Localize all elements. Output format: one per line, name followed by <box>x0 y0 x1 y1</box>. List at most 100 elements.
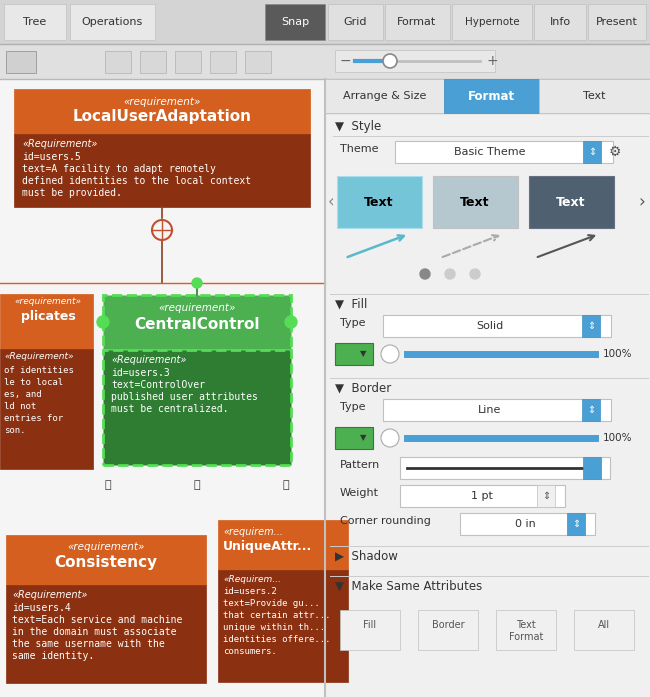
Text: that certain attr...: that certain attr... <box>223 611 330 620</box>
Bar <box>583 141 601 163</box>
Text: ⇕: ⇕ <box>587 405 595 415</box>
Text: Type: Type <box>340 402 365 412</box>
Text: ▼: ▼ <box>359 349 366 358</box>
Text: Text: Text <box>583 91 605 101</box>
Bar <box>6 535 206 585</box>
Bar <box>582 399 600 421</box>
Text: Hypernote: Hypernote <box>465 17 519 27</box>
Bar <box>210 51 236 73</box>
Text: ld not: ld not <box>4 402 36 411</box>
Text: «Requirement»: «Requirement» <box>22 139 98 149</box>
Bar <box>14 134 310 207</box>
Text: 🔒: 🔒 <box>105 480 111 490</box>
Circle shape <box>97 316 109 328</box>
Text: Operations: Operations <box>81 17 142 27</box>
Text: LocalUserAdaptation: LocalUserAdaptation <box>73 109 252 124</box>
Text: unique within th...: unique within th... <box>223 623 325 632</box>
Text: son.: son. <box>4 426 25 435</box>
Text: −: − <box>340 54 352 68</box>
Text: le to local: le to local <box>4 378 63 387</box>
Text: All: All <box>598 620 610 630</box>
Circle shape <box>381 429 399 447</box>
Text: ‹: ‹ <box>328 193 335 211</box>
Text: must be provided.: must be provided. <box>22 188 122 198</box>
Bar <box>385 4 450 40</box>
Bar <box>218 520 348 570</box>
Text: id=users.2: id=users.2 <box>223 587 277 596</box>
Bar <box>0 349 93 469</box>
Circle shape <box>285 316 297 328</box>
Bar <box>325 79 650 697</box>
Bar <box>383 399 611 421</box>
Bar <box>328 4 383 40</box>
Bar <box>0 79 325 697</box>
Text: text=A facility to adapt remotely: text=A facility to adapt remotely <box>22 164 216 174</box>
Text: «requirement»: «requirement» <box>124 97 201 107</box>
Text: id=users.5: id=users.5 <box>22 152 81 162</box>
Text: Grid: Grid <box>343 17 367 27</box>
Text: text=ControlOver: text=ControlOver <box>111 380 205 390</box>
Text: Line: Line <box>478 405 502 415</box>
Text: Format: Format <box>467 89 515 102</box>
Text: «requirement»: «requirement» <box>68 542 145 552</box>
Bar <box>529 176 614 228</box>
Bar <box>245 51 271 73</box>
Text: Tree: Tree <box>23 17 47 27</box>
Text: ⇕: ⇕ <box>587 321 595 331</box>
Text: Info: Info <box>549 17 571 27</box>
Circle shape <box>420 269 430 279</box>
Bar <box>400 457 610 479</box>
Text: text=Provide gu...: text=Provide gu... <box>223 599 320 608</box>
Text: of identities: of identities <box>4 366 74 375</box>
Text: ▶  Shadow: ▶ Shadow <box>335 550 398 563</box>
Text: ▼  Make Same Attributes: ▼ Make Same Attributes <box>335 580 482 593</box>
Text: +: + <box>486 54 498 68</box>
Bar <box>6 585 206 683</box>
Bar <box>444 79 539 113</box>
Bar <box>103 350 291 465</box>
Text: CentralControl: CentralControl <box>135 317 260 332</box>
Text: ▼  Fill: ▼ Fill <box>335 298 367 311</box>
Text: ⇕: ⇕ <box>588 147 596 157</box>
Bar <box>103 295 291 350</box>
Text: Weight: Weight <box>340 488 379 498</box>
Text: defined identities to the local context: defined identities to the local context <box>22 176 251 186</box>
Text: Text
Format: Text Format <box>509 620 543 642</box>
Text: Snap: Snap <box>281 17 309 27</box>
Bar <box>433 176 518 228</box>
Text: es, and: es, and <box>4 390 42 399</box>
Bar <box>105 51 131 73</box>
Bar <box>335 50 495 72</box>
Text: UniqueAttr...: UniqueAttr... <box>223 540 312 553</box>
Text: published user attributes: published user attributes <box>111 392 258 402</box>
Bar <box>175 51 201 73</box>
Text: ▼: ▼ <box>359 434 366 443</box>
Circle shape <box>192 278 202 288</box>
Text: Theme: Theme <box>340 144 378 154</box>
Bar <box>4 4 66 40</box>
Text: «requirem...: «requirem... <box>223 527 283 537</box>
Bar <box>140 51 166 73</box>
Bar <box>496 610 556 650</box>
Text: id=users.4: id=users.4 <box>12 603 71 613</box>
Bar <box>574 610 634 650</box>
Text: 🔒: 🔒 <box>283 480 289 490</box>
Text: «Requirement»: «Requirement» <box>111 355 187 365</box>
Text: Present: Present <box>596 17 638 27</box>
Text: Arrange & Size: Arrange & Size <box>343 91 426 101</box>
Text: id=users.3: id=users.3 <box>111 368 170 378</box>
Bar <box>537 485 555 507</box>
Text: ⇕: ⇕ <box>542 491 550 501</box>
Text: «Requirement»: «Requirement» <box>4 352 73 361</box>
Text: ▼  Border: ▼ Border <box>335 382 391 395</box>
Bar <box>335 343 373 365</box>
Bar <box>325 79 444 113</box>
Text: ›: › <box>638 193 645 211</box>
Bar <box>337 176 422 228</box>
Text: Solid: Solid <box>476 321 504 331</box>
Text: identities offere...: identities offere... <box>223 635 330 644</box>
Text: Type: Type <box>340 318 365 328</box>
Bar <box>567 513 585 535</box>
Text: Text: Text <box>460 195 489 208</box>
Bar <box>14 89 310 134</box>
